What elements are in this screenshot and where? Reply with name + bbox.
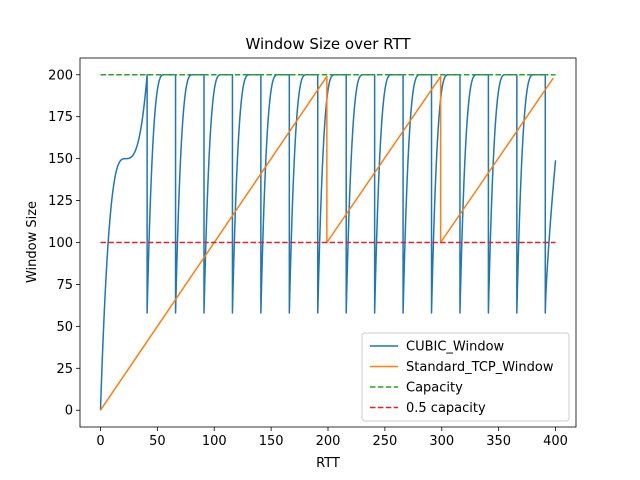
series-line-standard-tcp-window [99, 75, 554, 411]
axes: 0 50 100 150 200 250 300 350 400 0 25 50 75 100 125 150… [48, 57, 577, 449]
x-tick-label: 100 [202, 434, 227, 449]
y-tick-label: 175 [48, 110, 73, 125]
plot-area [99, 74, 557, 411]
y-tick-label: 50 [56, 320, 73, 335]
y-tick-label: 150 [48, 152, 73, 167]
series-lines [99, 74, 557, 411]
x-tick-label: 350 [486, 434, 511, 449]
legend-box [361, 332, 570, 422]
y-tick-label: 25 [56, 362, 73, 377]
x-tick-label: 250 [372, 434, 397, 449]
legend-label-capacity: Capacity [406, 381, 463, 396]
x-tick-label: 50 [149, 434, 166, 449]
y-tick-label: 75 [56, 278, 73, 293]
y-tick-label: 125 [48, 194, 73, 209]
y-tick-label: 100 [48, 236, 73, 251]
y-axis-label: Window Size [25, 201, 40, 283]
x-axis-label: RTT [316, 456, 340, 471]
x-tick-label: 0 [96, 434, 104, 449]
y-tick-label: 0 [65, 404, 73, 419]
x-tick-label: 150 [259, 434, 284, 449]
y-tick-label: 200 [48, 68, 73, 83]
x-tick-label: 400 [543, 434, 568, 449]
legend-label-cubic-window: CUBIC_Window [406, 340, 505, 355]
x-tick-label: 300 [429, 434, 454, 449]
legend-label-0-5-capacity: 0.5 capacity [406, 401, 486, 416]
x-tick-label: 200 [316, 434, 341, 449]
legend-label-standard-tcp-window: Standard_TCP_Window [406, 360, 554, 375]
legend: CUBIC_Window Standard_TCP_Window Capacity 0… [361, 332, 570, 422]
chart-title: Window Size over RTT [245, 35, 411, 53]
